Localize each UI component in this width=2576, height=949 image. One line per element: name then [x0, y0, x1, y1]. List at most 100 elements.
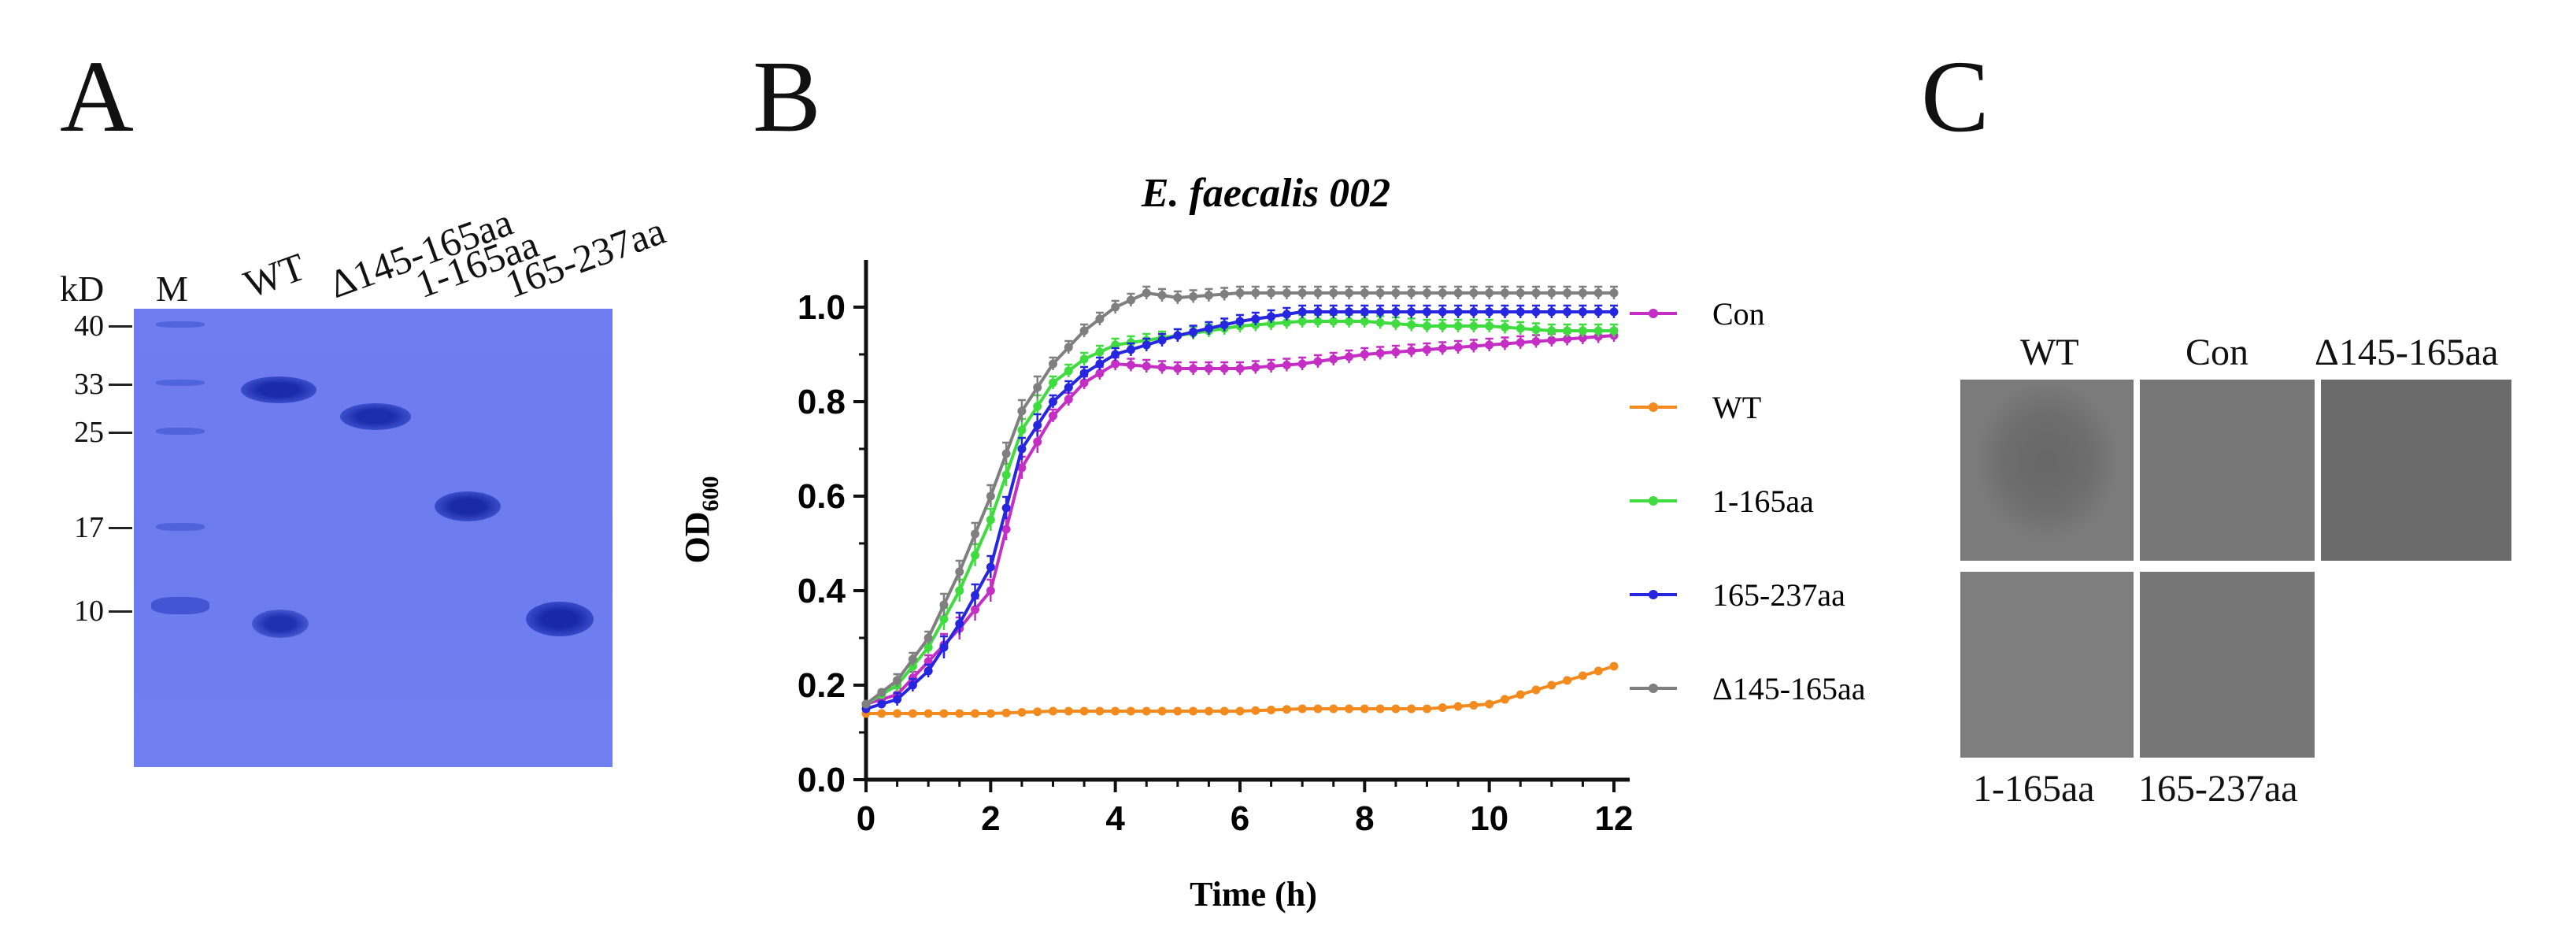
legend-item: Δ145-165aa [1630, 671, 1866, 706]
data-point [1360, 704, 1369, 714]
data-point [1391, 288, 1401, 298]
data-point [1547, 326, 1556, 335]
data-point [1453, 288, 1463, 298]
data-point [1469, 288, 1479, 298]
data-point [1204, 706, 1213, 716]
data-point [1516, 307, 1525, 317]
y-tick-label: 0.2 [798, 666, 846, 705]
data-point [1407, 321, 1416, 329]
data-point [1235, 288, 1245, 298]
data-point [1485, 288, 1494, 298]
x-tick-label: 10 [1470, 799, 1508, 838]
y-axis-label-main: OD [678, 512, 716, 564]
x-tick-label: 2 [981, 799, 1000, 838]
data-point [955, 619, 964, 628]
data-point [1469, 342, 1479, 350]
data-point [1189, 706, 1198, 716]
data-point [1267, 706, 1276, 714]
plate-1-165 [1960, 572, 2134, 758]
data-point [1282, 288, 1291, 298]
legend-label: 165-237aa [1712, 577, 1845, 613]
data-point [1111, 302, 1120, 312]
data-point [1469, 321, 1479, 331]
data-point [877, 699, 886, 709]
data-point [1079, 354, 1089, 364]
data-point [1609, 326, 1619, 335]
plate-label-165-237: 165-237aa [2138, 768, 2298, 810]
data-point [1423, 345, 1431, 354]
data-point [1423, 704, 1431, 714]
data-point [1235, 364, 1245, 373]
data-point [1345, 288, 1354, 298]
data-point [1500, 323, 1509, 332]
data-point [1531, 685, 1541, 695]
legend-label: Δ145-165aa [1712, 671, 1866, 706]
kd-tick [109, 610, 132, 613]
data-point [1297, 704, 1307, 714]
kd-tick [109, 384, 132, 386]
data-point [1033, 402, 1042, 411]
data-point [1126, 345, 1135, 354]
marker-band [156, 428, 205, 435]
data-point [1438, 288, 1447, 298]
data-point [1173, 293, 1183, 302]
data-point [939, 709, 949, 718]
data-point [971, 529, 980, 539]
chart-legend: Con WT 1-165aa 165-237aa Δ145-165aa [1630, 296, 1866, 706]
data-point [1516, 288, 1525, 298]
legend-swatch-point [1649, 684, 1658, 693]
data-point [971, 591, 980, 600]
data-point [1001, 503, 1011, 513]
legend-label: 1-165aa [1712, 484, 1814, 519]
data-point [1563, 676, 1572, 685]
data-point [1064, 366, 1073, 376]
series-line [864, 320, 1614, 706]
data-point [1126, 361, 1135, 369]
data-point [1017, 444, 1027, 454]
band-wt-lower [252, 610, 309, 638]
data-point [1329, 354, 1338, 364]
data-point [986, 586, 995, 595]
y-axis-label: OD600 [678, 476, 724, 564]
legend-item: 165-237aa [1630, 577, 1845, 613]
data-point [1375, 318, 1385, 327]
data-point [1001, 470, 1011, 480]
data-point [1235, 706, 1245, 716]
data-point [1282, 310, 1291, 319]
data-point [1531, 325, 1541, 334]
data-point [1220, 364, 1229, 373]
data-point [893, 709, 902, 718]
band-d145 [340, 403, 411, 430]
data-point [1064, 395, 1073, 404]
data-point [986, 515, 995, 525]
x-tick-label: 8 [1355, 799, 1374, 838]
y-tick-label: 1.0 [798, 288, 846, 327]
data-point [1500, 339, 1509, 348]
plate-con [2140, 380, 2315, 561]
x-axis-label: Time (h) [1190, 875, 1317, 914]
data-point [1391, 704, 1401, 714]
panel-label-b: B [753, 40, 821, 154]
data-point [1064, 383, 1073, 392]
data-point [1267, 312, 1276, 321]
data-point [1095, 369, 1105, 378]
data-point [923, 666, 933, 676]
data-point [1313, 704, 1323, 714]
data-point [1345, 307, 1354, 317]
data-point [971, 550, 980, 560]
data-point [1189, 364, 1198, 373]
data-point [1407, 288, 1416, 298]
data-point [1001, 449, 1011, 458]
data-point [1157, 291, 1167, 300]
data-point [1485, 307, 1494, 317]
data-point [1578, 288, 1587, 298]
data-point [971, 709, 980, 718]
data-point [877, 709, 886, 718]
data-point [923, 709, 933, 718]
data-point [1516, 324, 1525, 333]
data-point [1049, 359, 1057, 369]
data-point [1049, 378, 1057, 387]
marker-band [151, 597, 209, 614]
data-point [1313, 288, 1323, 298]
